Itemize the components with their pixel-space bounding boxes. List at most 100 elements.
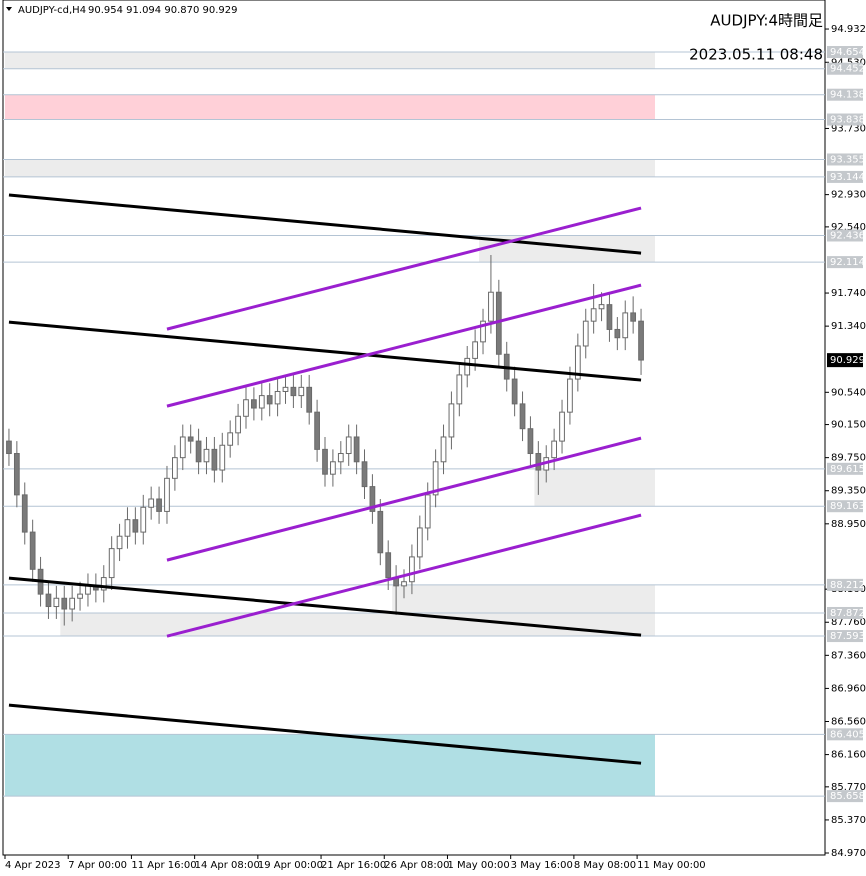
level-label: 93.838 xyxy=(830,115,865,126)
candle-body xyxy=(369,486,376,512)
y-tick-label: 84.970 xyxy=(831,848,866,859)
candle-body xyxy=(251,399,257,409)
candle-body xyxy=(464,357,471,376)
level-label: 88.212 xyxy=(830,580,865,591)
candle-body xyxy=(622,312,629,339)
candle-body xyxy=(590,308,597,322)
y-tick-label: 89.750 xyxy=(831,453,866,464)
candle-body xyxy=(448,403,455,438)
candle-body xyxy=(574,345,581,380)
candle-body xyxy=(100,577,107,591)
y-tick-label: 86.160 xyxy=(831,750,866,761)
candle-body xyxy=(156,498,162,512)
zone xyxy=(5,52,655,69)
current-price-bg xyxy=(827,353,863,368)
level-label-bg xyxy=(827,728,863,741)
candle-body xyxy=(401,581,407,587)
level-label-bg xyxy=(827,88,863,101)
candle-body xyxy=(614,328,621,339)
candle-body xyxy=(258,395,265,409)
x-tick-label: 21 Apr 16:00 xyxy=(321,860,386,871)
candle-body xyxy=(306,386,313,413)
candle-body xyxy=(227,432,234,446)
level-label-bg xyxy=(827,113,863,126)
candle-body xyxy=(416,527,423,558)
candle-body xyxy=(203,448,210,463)
level-label: 94.452 xyxy=(830,64,865,75)
level-label-bg xyxy=(827,790,863,803)
level-label-bg xyxy=(827,170,863,183)
y-tick-label: 94.932 xyxy=(831,24,866,35)
candle-body xyxy=(551,440,558,459)
level-label: 89.163 xyxy=(830,501,865,512)
menu-arrow xyxy=(6,7,12,11)
x-tick-label: 8 May 08:00 xyxy=(574,860,636,871)
candle-body xyxy=(219,444,226,471)
level-label-bg xyxy=(827,500,863,513)
ohlc-text: 90.954 91.094 90.870 90.929 xyxy=(88,5,238,16)
x-tick-label: 1 May 00:00 xyxy=(447,860,509,871)
level-label: 94.654 xyxy=(830,47,865,58)
level-label: 85.658 xyxy=(830,791,865,802)
candle-body xyxy=(488,291,494,322)
level-label: 92.436 xyxy=(830,230,865,241)
candle-body xyxy=(6,440,12,455)
candle-body xyxy=(630,312,637,322)
x-tick-label: 19 Apr 00:00 xyxy=(258,860,323,871)
candle-body xyxy=(116,535,123,550)
candle-body xyxy=(606,304,613,330)
x-tick-label: 7 Apr 00:00 xyxy=(68,860,127,871)
candle-body xyxy=(559,411,565,442)
zone xyxy=(534,468,655,507)
symbol: AUDJPY-cd,H4 xyxy=(18,5,86,16)
level-label: 92.114 xyxy=(830,257,865,268)
candle-body xyxy=(345,436,352,455)
level-label: 87.593 xyxy=(830,631,865,642)
y-tick-label: 86.960 xyxy=(831,683,866,694)
level-label: 89.615 xyxy=(830,464,865,475)
x-tick-label: 4 Apr 2023 xyxy=(5,860,60,871)
y-tick-label: 90.150 xyxy=(831,420,866,431)
level-label: 93.355 xyxy=(830,154,865,165)
trendline xyxy=(166,436,642,562)
current-price-label: 90.929 xyxy=(830,355,865,366)
trendline xyxy=(8,320,642,382)
candle-body xyxy=(211,448,218,471)
candle-body xyxy=(140,506,147,533)
candle-body xyxy=(409,556,415,583)
level-label: 94.138 xyxy=(830,90,865,101)
candle-body xyxy=(298,386,305,397)
candle-body xyxy=(29,531,36,570)
y-tick-label: 92.930 xyxy=(831,190,866,201)
y-tick-label: 87.760 xyxy=(831,617,866,628)
x-tick-label: 3 May 16:00 xyxy=(511,860,573,871)
level-label-bg xyxy=(827,630,863,643)
candle-body xyxy=(424,494,431,529)
level-label-bg xyxy=(827,229,863,242)
candle-body xyxy=(243,399,249,417)
candle-body xyxy=(108,548,115,579)
candle-body xyxy=(187,436,194,442)
candle-body xyxy=(567,378,573,413)
candle-body xyxy=(337,453,344,463)
candle-body xyxy=(45,593,52,608)
y-tick-label: 93.730 xyxy=(831,123,866,134)
candle-body xyxy=(282,386,289,392)
y-tick-label: 86.560 xyxy=(831,717,866,728)
trendline xyxy=(8,703,642,765)
zone xyxy=(5,159,655,177)
zone xyxy=(5,94,655,120)
candle-body xyxy=(290,386,297,397)
trendline xyxy=(166,283,642,408)
candle-body xyxy=(53,597,60,608)
candle-body xyxy=(132,519,139,533)
candle-body xyxy=(274,390,281,405)
candle-body xyxy=(330,461,336,475)
plot-frame xyxy=(2,0,826,856)
candle-body xyxy=(361,461,368,488)
y-tick-label: 85.770 xyxy=(831,782,866,793)
level-label-bg xyxy=(827,153,863,166)
candle-body xyxy=(179,436,186,459)
zone xyxy=(392,584,655,613)
